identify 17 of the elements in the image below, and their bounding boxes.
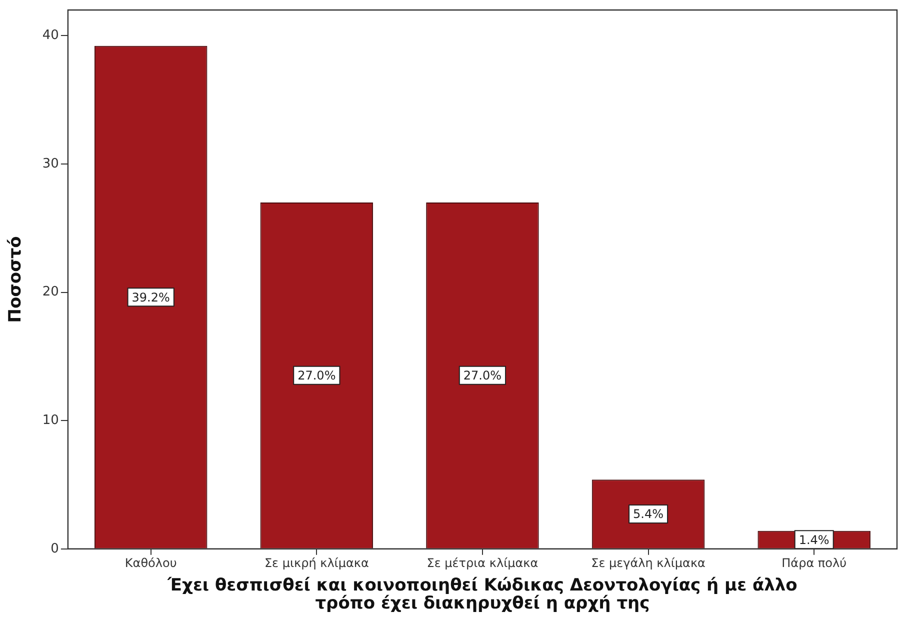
x-tick-label: Σε μικρή κλίμακα [264,556,369,570]
x-tick-label: Σε μεγάλη κλίμακα [591,556,706,570]
y-tick-label: 40 [42,28,59,44]
data-label: 27.0% [298,368,336,383]
y-axis-title: Ποσοστό [6,236,26,323]
y-tick-label: 20 [42,284,59,300]
x-tick-label: Καθόλου [124,556,177,570]
data-label: 39.2% [132,290,170,304]
data-label: 27.0% [463,368,502,383]
x-tick-label: Σε μέτρια κλίμακα [426,556,538,570]
x-axis-title: Έχει θεσπισθεί και κοινοποιηθεί Κώδικας Δεοντολογίας ή με άλλο τρόπο έχει διακηρυχθεί η αρχή της [166,576,798,614]
y-tick-label: 30 [42,156,59,172]
y-tick-label: 0 [50,541,59,556]
x-tick-label: Πάρα πολύ [782,556,847,570]
data-label: 1.4% [798,532,830,547]
y-tick-label: 10 [42,412,59,428]
data-label: 5.4% [633,507,664,522]
